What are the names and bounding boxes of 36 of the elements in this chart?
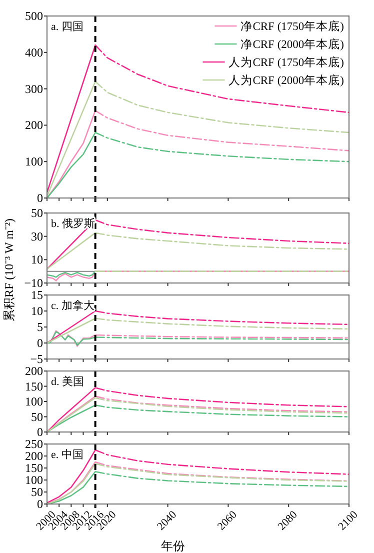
y-tick-label: −5 (30, 352, 43, 366)
chart-title: a. 四国 (51, 21, 84, 33)
y-tick-label: 150 (25, 461, 43, 475)
y-tick-label: 100 (25, 154, 43, 169)
y-tick-label: 0 (37, 336, 43, 350)
chart-title: d. 美国 (51, 375, 84, 388)
y-tick-label: 0 (37, 191, 43, 205)
y-tick-label: 150 (25, 379, 43, 394)
y-tick-label: 500 (25, 9, 43, 23)
legend-label: 人为CRF (1750年本底) (228, 55, 344, 69)
y-tick-label: 10 (31, 304, 43, 318)
y-tick-label: 300 (25, 82, 43, 96)
y-axis-title: 累积RF (10⁻³ W m⁻²) (2, 218, 16, 322)
y-tick-label: 50 (31, 206, 43, 220)
chart-title: e. 中国 (51, 448, 84, 461)
legend-label: 净CRF (1750年本底) (240, 19, 344, 33)
y-tick-label: 5 (37, 320, 43, 334)
y-tick-label: 0 (37, 425, 43, 439)
y-tick-label: 15 (31, 288, 43, 302)
y-tick-label: 0 (37, 497, 43, 511)
y-tick-label: 30 (31, 229, 43, 244)
y-tick-label: 200 (25, 449, 43, 463)
y-tick-label: 100 (25, 394, 43, 408)
legend-label: 净CRF (2000年本底) (240, 37, 344, 51)
y-tick-label: 50 (31, 485, 43, 499)
y-tick-label: −10 (24, 276, 43, 290)
y-tick-label: 250 (25, 437, 43, 451)
y-tick-label: 10 (31, 252, 43, 267)
chart-title: c. 加拿大 (51, 299, 94, 312)
y-tick-label: 200 (25, 364, 43, 378)
x-axis-title: 年份 (161, 539, 185, 553)
y-tick-label: 200 (25, 118, 43, 132)
y-tick-label: 100 (25, 473, 43, 487)
y-tick-label: 50 (31, 410, 43, 424)
legend-label: 人为CRF (2000年本底) (228, 73, 344, 87)
y-tick-label: 400 (25, 45, 43, 60)
